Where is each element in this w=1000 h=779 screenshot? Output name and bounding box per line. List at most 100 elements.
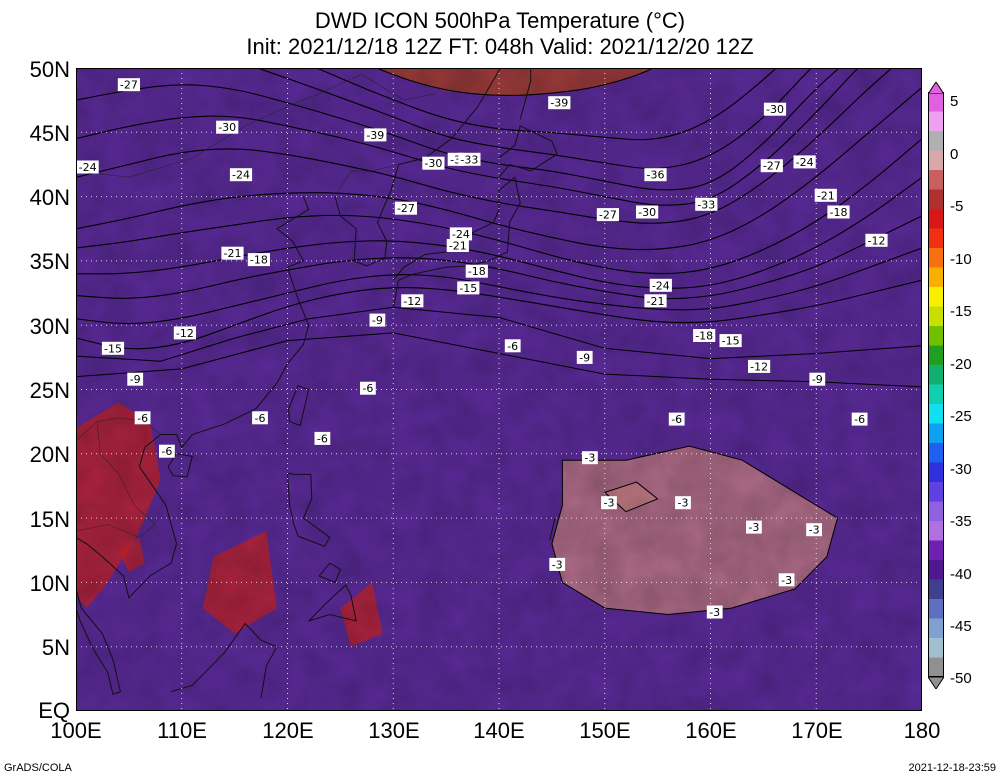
contour-label: -3 <box>706 605 723 619</box>
svg-text:-9: -9 <box>130 373 141 386</box>
svg-text:-21: -21 <box>224 247 242 260</box>
contour-label: -9 <box>576 350 593 364</box>
svg-text:-36: -36 <box>647 169 665 182</box>
contour-label: -39 <box>548 96 571 110</box>
colorbar-label-neg25: -25 <box>950 408 972 425</box>
svg-text:-3: -3 <box>709 606 720 619</box>
contour-label: -30 <box>636 205 659 219</box>
svg-text:-18: -18 <box>250 254 268 267</box>
lat-label-45n: 45N <box>29 121 70 146</box>
svg-text:-24: -24 <box>232 169 250 182</box>
contour-label: -9 <box>127 372 144 386</box>
colorbar-label-neg30: -30 <box>950 461 972 478</box>
contour-label: -3 <box>806 523 822 537</box>
contour-label: -15 <box>457 281 480 295</box>
lon-label-140e: 140E <box>473 718 525 743</box>
contour-label: -33 <box>458 152 481 166</box>
lat-label-35n: 35N <box>29 249 70 274</box>
lon-label-150e: 150E <box>579 718 631 743</box>
svg-text:-15: -15 <box>459 282 477 295</box>
svg-text:-6: -6 <box>362 382 373 395</box>
contour-label: -6 <box>851 412 868 426</box>
contour-label: -21 <box>814 188 837 202</box>
svg-text:-33: -33 <box>697 198 715 211</box>
svg-text:-24: -24 <box>652 279 670 292</box>
svg-text:-27: -27 <box>599 209 617 222</box>
svg-text:-3: -3 <box>584 452 595 465</box>
svg-text:-6: -6 <box>317 432 328 445</box>
contour-label: -6 <box>314 431 331 445</box>
contour-label: -12 <box>401 294 424 308</box>
colorbar <box>928 92 944 677</box>
contour-label: -27 <box>394 201 417 215</box>
svg-text:-27: -27 <box>763 160 781 173</box>
footer-timestamp: 2021-12-18-23:59 <box>908 762 996 774</box>
contour-label: -30 <box>216 120 239 134</box>
svg-text:-6: -6 <box>854 413 865 426</box>
contour-label: -9 <box>809 372 826 386</box>
svg-text:-18: -18 <box>695 330 713 343</box>
svg-text:-24: -24 <box>796 156 814 169</box>
contour-label: -12 <box>173 326 196 340</box>
lat-label-20n: 20N <box>29 442 70 467</box>
contour-label: -24 <box>229 168 253 182</box>
contour-label: -6 <box>360 381 376 395</box>
colorbar-label-neg20: -20 <box>950 356 972 373</box>
contour-label: -6 <box>134 411 151 425</box>
contour-label: -21 <box>644 294 667 308</box>
contour-label: -39 <box>364 128 387 142</box>
svg-text:-21: -21 <box>817 189 835 202</box>
lon-label-110e: 110E <box>157 718 207 743</box>
svg-text:-15: -15 <box>722 335 740 348</box>
temperature-map: -27 -30 -24 -24 -39 -39 -30 -30 -3 -33 -36 -27 -24 -2… <box>76 68 922 711</box>
contour-label: -30 <box>763 102 787 116</box>
svg-text:-3: -3 <box>781 574 792 587</box>
contour-label: -12 <box>865 233 888 247</box>
contour-label: -36 <box>644 168 667 182</box>
contour-label: -30 <box>422 156 445 170</box>
svg-text:-24: -24 <box>452 228 470 241</box>
svg-text:-12: -12 <box>750 360 768 373</box>
lon-label-100e: 100E <box>50 718 102 743</box>
contour-label: -27 <box>760 159 783 173</box>
svg-text:-3: -3 <box>450 153 461 166</box>
lat-label-30n: 30N <box>29 314 70 339</box>
contour-label: -3 <box>601 496 617 510</box>
svg-text:-21: -21 <box>449 240 467 253</box>
svg-text:-6: -6 <box>671 413 682 426</box>
contour-label: -21 <box>221 246 244 260</box>
lat-label-5n: 5N <box>41 635 70 660</box>
svg-text:-3: -3 <box>809 524 820 537</box>
graticule <box>76 68 922 711</box>
contour-label: -6 <box>504 339 521 353</box>
svg-text:-27: -27 <box>397 202 415 215</box>
svg-text:-9: -9 <box>579 351 590 364</box>
lat-label-25n: 25N <box>29 378 70 403</box>
contour-label: -15 <box>719 334 742 348</box>
contour-label: -24 <box>793 155 816 169</box>
svg-text:-27: -27 <box>120 79 138 92</box>
svg-text:-18: -18 <box>830 206 848 219</box>
lon-label-120e: 120E <box>262 718 314 743</box>
lat-label-15n: 15N <box>29 507 70 532</box>
colorbar-label-neg45: -45 <box>950 618 972 635</box>
contour-label: -27 <box>117 78 140 92</box>
map-title: DWD ICON 500hPa Temperature (°C) <box>314 8 686 33</box>
colorbar-bottom-arrow <box>928 677 944 689</box>
svg-text:-9: -9 <box>812 373 823 386</box>
contour-label: -33 <box>695 197 718 211</box>
lat-label-50n: 50N <box>29 57 70 82</box>
svg-text:-39: -39 <box>366 129 384 142</box>
lat-label-eq: EQ <box>38 698 70 723</box>
lon-label-130e: 130E <box>368 718 420 743</box>
contour-label: -3 <box>549 557 566 571</box>
contour-label: -24 <box>449 227 472 241</box>
contour-labels: -27-30-24-24-39-39 -30-30 -3 -33-36-27 -24-2… <box>76 78 888 619</box>
footer-credit: GrADS/COLA <box>4 762 72 774</box>
contour-label: -24 <box>649 278 672 292</box>
svg-text:-24: -24 <box>79 161 97 174</box>
svg-text:-3: -3 <box>552 558 563 571</box>
contour-label: -18 <box>247 253 270 267</box>
map-subtitle: Init: 2021/12/18 12Z FT: 048h Valid: 202… <box>246 34 754 59</box>
svg-text:-3: -3 <box>748 521 759 534</box>
